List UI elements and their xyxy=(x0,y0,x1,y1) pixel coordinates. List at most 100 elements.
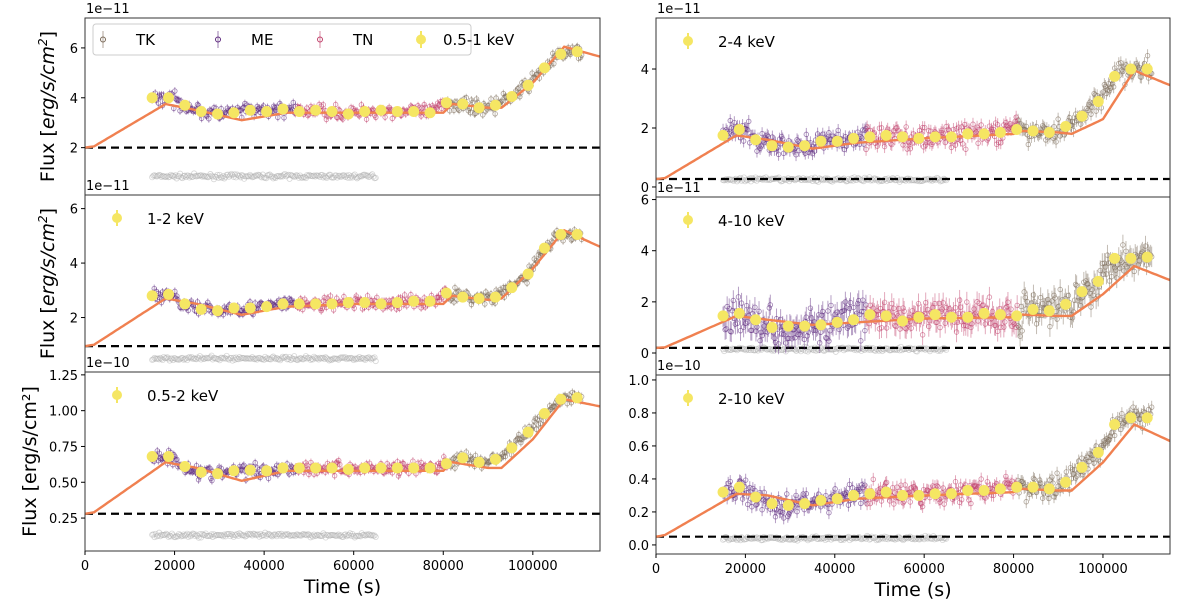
binned-point xyxy=(441,97,452,108)
binned-point xyxy=(228,107,239,118)
y-label-unit: erg/s/cm xyxy=(37,223,59,306)
binned-point xyxy=(539,243,550,254)
plot-area xyxy=(85,388,600,540)
binned-point xyxy=(310,105,321,116)
binned-point xyxy=(376,105,387,116)
binned-point xyxy=(441,458,452,469)
legend-label: 1-2 keV xyxy=(147,210,205,228)
binned-point xyxy=(261,301,272,312)
y-tick-label: 0.50 xyxy=(49,476,78,491)
binned-point xyxy=(572,392,583,403)
data-point-TK xyxy=(1056,113,1061,126)
binned-point xyxy=(376,298,387,309)
y-tick-label: 2 xyxy=(70,312,78,327)
legend-marker xyxy=(416,35,426,45)
data-point-TK xyxy=(453,464,458,472)
binned-point xyxy=(326,462,337,473)
y-tick-label: 1.00 xyxy=(49,405,78,420)
y-label-sup: 2 xyxy=(36,215,50,223)
binned-point xyxy=(147,451,158,462)
legend-marker xyxy=(112,213,122,223)
binned-point xyxy=(163,289,174,300)
binned-point xyxy=(441,288,452,299)
binned-point xyxy=(343,297,354,308)
binned-point xyxy=(212,108,223,119)
binned-point xyxy=(457,292,468,303)
binned-point xyxy=(359,297,370,308)
binned-point xyxy=(212,305,223,316)
binned-point xyxy=(179,100,190,111)
y-offset-label: 1e−10 xyxy=(86,356,130,371)
y-axis-label: Flux [erg/s/cm2] xyxy=(36,208,59,359)
binned-point xyxy=(408,296,419,307)
binned-point xyxy=(425,296,436,307)
binned-point xyxy=(392,462,403,473)
data-point-TK xyxy=(1054,135,1059,148)
data-point-TK xyxy=(1026,138,1031,151)
binned-point xyxy=(245,465,256,476)
binned-point xyxy=(294,298,305,309)
x-axis-label: Time (s) xyxy=(303,576,381,598)
binned-point xyxy=(245,303,256,314)
y-tick-label: 0.25 xyxy=(49,512,78,527)
y-axis-label: Flux [erg/s/cm2] xyxy=(36,31,59,182)
y-tick-label: 4 xyxy=(70,257,78,272)
x-tick-label: 20000 xyxy=(154,559,195,574)
binned-point xyxy=(343,108,354,119)
binned-point xyxy=(147,92,158,103)
binned-point xyxy=(572,229,583,240)
binned-point xyxy=(261,106,272,117)
binned-point xyxy=(425,462,436,473)
legend-label: 0.5-2 keV xyxy=(147,387,219,405)
binned-point xyxy=(425,107,436,118)
binned-point xyxy=(326,298,337,309)
binned-point xyxy=(294,462,305,473)
binned-point xyxy=(277,462,288,473)
legend-label: TN xyxy=(352,31,373,49)
binned-point xyxy=(555,229,566,240)
y-offset-label: 1e−11 xyxy=(86,179,130,194)
binned-point xyxy=(261,465,272,476)
binned-point xyxy=(392,297,403,308)
x-tick-label: 100000 xyxy=(508,559,558,574)
binned-point xyxy=(147,290,158,301)
binned-point xyxy=(179,461,190,472)
binned-point xyxy=(196,467,207,478)
binned-point xyxy=(392,106,403,117)
y-label-prefix: Flux [ xyxy=(37,306,59,359)
binned-point xyxy=(457,452,468,463)
y-label-suffix: ] xyxy=(37,208,59,215)
binned-point xyxy=(196,106,207,117)
binned-point xyxy=(523,268,534,279)
binned-point xyxy=(245,105,256,116)
binned-point xyxy=(163,451,174,462)
binned-point xyxy=(490,454,501,465)
plot-area xyxy=(85,226,600,364)
binned-point xyxy=(523,80,534,91)
legend-label: 0.5-1 keV xyxy=(443,31,515,49)
y-tick-label: 0.75 xyxy=(49,440,78,455)
binned-point xyxy=(490,100,501,111)
binned-point xyxy=(457,99,468,110)
binned-point xyxy=(310,462,321,473)
y-offset-label: 1e−11 xyxy=(86,2,130,17)
binned-point xyxy=(555,49,566,60)
binned-point xyxy=(506,91,517,102)
binned-point xyxy=(212,468,223,479)
y-tick-label: 6 xyxy=(70,42,78,57)
binned-point xyxy=(228,465,239,476)
y-label-prefix: Flux [ xyxy=(37,129,59,182)
binned-point xyxy=(555,394,566,405)
plot-area xyxy=(656,49,1170,184)
binned-point xyxy=(408,106,419,117)
y-label-sup: 2 xyxy=(36,38,50,46)
y-label-unit: erg/s/cm xyxy=(37,46,59,129)
binned-point xyxy=(539,62,550,73)
x-tick-label: 60000 xyxy=(333,559,374,574)
binned-point xyxy=(196,304,207,315)
binned-point xyxy=(474,102,485,113)
binned-point xyxy=(506,282,517,293)
